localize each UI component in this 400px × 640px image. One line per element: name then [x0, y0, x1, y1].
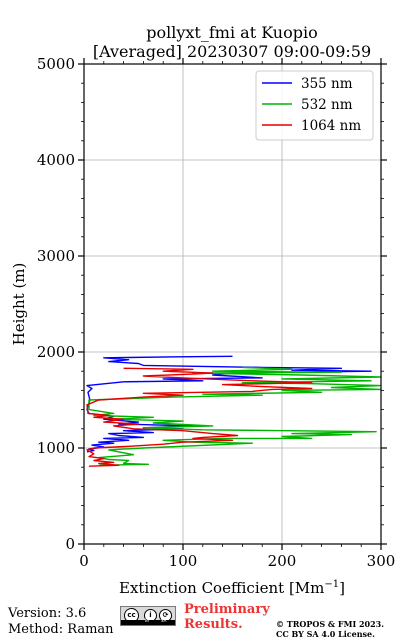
copyright-note: © TROPOS & FMI 2023. CC BY SA 4.0 Licens…	[276, 619, 384, 639]
preliminary-line-1: Preliminary	[184, 602, 270, 617]
series-line-1064-nm	[86, 367, 313, 467]
legend-box	[255, 70, 374, 141]
x-axis-label: Extinction Coefficient [Mm−1]	[119, 579, 345, 597]
legend-label: 532 nm	[301, 97, 353, 113]
y-tick-label: 5000	[37, 55, 75, 73]
y-tick-label: 2000	[37, 343, 75, 361]
x-tick-label: 100	[169, 552, 198, 570]
cc-license-icon: cc i ⟳ BY SA	[120, 606, 176, 626]
x-tick-label: 0	[79, 552, 89, 570]
y-axis-label: Height (m)	[10, 263, 28, 346]
cc-sa-label: SA	[161, 618, 167, 623]
y-tick-label: 1000	[37, 439, 75, 457]
preliminary-line-2: Results.	[184, 617, 243, 632]
chart-title: pollyxt_fmi at Kuopio	[146, 23, 317, 42]
cc-by-label: BY	[145, 618, 150, 623]
y-tick-label: 3000	[37, 247, 75, 265]
cc-label-bar: BY SA	[121, 618, 175, 625]
legend: 355 nm 532 nm 1064 nm	[255, 70, 374, 141]
legend-label: 1064 nm	[301, 118, 361, 134]
x-axis-label-tail: ]	[339, 579, 345, 597]
copyright-line-2: CC BY SA 4.0 License.	[276, 629, 375, 639]
footer-info: Version: 3.6 Method: Raman	[8, 606, 114, 638]
x-axis-label-main: Extinction Coefficient [Mm	[119, 579, 324, 597]
plot-frame	[83, 63, 382, 545]
version-text: Version: 3.6	[8, 606, 87, 621]
legend-label: 355 nm	[301, 76, 353, 92]
legend-items: 355 nm 532 nm 1064 nm	[262, 76, 361, 134]
preliminary-results-note: Preliminary Results.	[184, 602, 270, 632]
chart-subtitle: [Averaged] 20230307 09:00-09:59	[93, 42, 371, 61]
y-tick-label: 4000	[37, 151, 75, 169]
y-tick-label: 0	[65, 535, 75, 553]
x-tick-label: 200	[268, 552, 297, 570]
copyright-line-1: © TROPOS & FMI 2023.	[276, 619, 385, 629]
x-tick-label: 300	[367, 552, 396, 570]
series-layer	[86, 355, 382, 467]
method-text: Method: Raman	[8, 622, 114, 637]
cc-circle-icon: cc	[124, 608, 139, 623]
x-axis-label-exponent: −1	[324, 579, 339, 590]
